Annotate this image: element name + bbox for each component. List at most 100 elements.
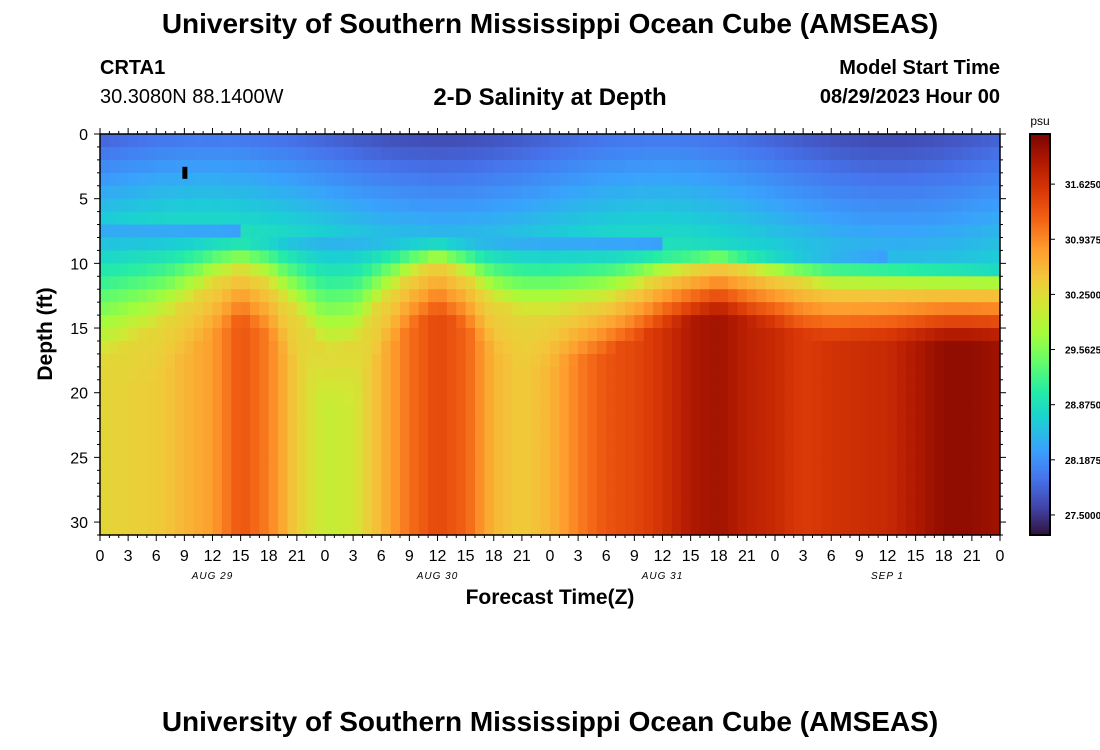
heatmap-cell <box>578 250 589 264</box>
heatmap-cell <box>456 405 467 420</box>
heatmap-cell <box>653 444 664 458</box>
heatmap-cell <box>606 134 617 148</box>
heatmap-cell <box>118 224 129 239</box>
heatmap-cell <box>118 340 129 355</box>
heatmap-cell <box>315 496 326 510</box>
heatmap-cell <box>634 172 645 187</box>
heatmap-cell <box>606 159 617 174</box>
heatmap-cell <box>587 392 598 407</box>
heatmap-cell <box>381 263 392 277</box>
heatmap-cell <box>128 470 139 484</box>
heatmap-cell <box>371 405 382 420</box>
heatmap-cell <box>390 263 401 277</box>
heatmap-cell <box>859 185 870 200</box>
heatmap-cell <box>137 159 148 174</box>
heatmap-cell <box>278 353 289 368</box>
heatmap-cell <box>521 457 532 471</box>
heatmap-cell <box>793 276 804 290</box>
heatmap-cell <box>493 496 504 510</box>
heatmap-cell <box>662 159 673 174</box>
heatmap-cell <box>409 172 420 187</box>
heatmap-cell <box>278 250 289 264</box>
heatmap-cell <box>512 483 523 497</box>
heatmap-cell <box>915 315 926 329</box>
heatmap-cell <box>971 185 982 200</box>
heatmap-cell <box>409 159 420 174</box>
heatmap-cell <box>812 250 823 264</box>
heatmap-cell <box>475 263 485 277</box>
x-tick-label: 21 <box>963 548 981 565</box>
x-tick-label: 18 <box>710 548 728 565</box>
heatmap-cell <box>250 392 260 407</box>
heatmap-cell <box>531 159 542 174</box>
heatmap-cell <box>503 496 514 510</box>
heatmap-cell <box>437 237 448 252</box>
heatmap-cell <box>146 366 157 381</box>
heatmap-cell <box>100 483 110 497</box>
heatmap-cell <box>100 134 110 148</box>
heatmap-cell <box>681 405 692 420</box>
heatmap-cell <box>615 340 626 355</box>
heatmap-cell <box>868 418 879 433</box>
heatmap-cell <box>643 211 654 226</box>
heatmap-cell <box>165 185 176 200</box>
heatmap-cell <box>775 211 785 226</box>
heatmap-cell <box>390 483 401 497</box>
heatmap-cell <box>156 328 167 342</box>
heatmap-cell <box>362 250 373 264</box>
y-tick-label: 0 <box>79 127 88 144</box>
heatmap-cell <box>943 198 954 213</box>
heatmap-cell <box>475 159 485 174</box>
station-coordinates: 30.3080N 88.1400W <box>100 86 284 108</box>
heatmap-cell <box>840 431 851 446</box>
heatmap-cell <box>343 392 354 407</box>
heatmap-cell <box>446 405 457 420</box>
heatmap-cell <box>128 379 139 394</box>
heatmap-cell <box>353 185 364 200</box>
heatmap-cell <box>353 496 364 510</box>
heatmap-cell <box>625 470 635 484</box>
heatmap-cell <box>203 470 214 484</box>
heatmap-cell <box>296 159 307 174</box>
heatmap-cell <box>240 276 251 290</box>
heatmap-cell <box>128 418 139 433</box>
heatmap-cell <box>700 366 710 381</box>
heatmap-cell <box>934 263 945 277</box>
heatmap-cell <box>756 289 767 303</box>
heatmap-cell <box>165 379 176 394</box>
heatmap-cell <box>596 509 607 523</box>
heatmap-cell <box>859 134 870 148</box>
heatmap-cell <box>540 470 551 484</box>
heatmap-cell <box>390 379 401 394</box>
heatmap-cell <box>568 444 579 458</box>
heatmap-cell <box>428 289 439 303</box>
heatmap-cell <box>325 457 335 471</box>
heatmap-cell <box>353 172 364 187</box>
heatmap-cell <box>400 289 410 303</box>
heatmap-cell <box>456 146 467 161</box>
heatmap-cell <box>709 353 720 368</box>
heatmap-cell <box>371 509 382 523</box>
heatmap-cell <box>559 250 570 264</box>
heatmap-cell <box>596 250 607 264</box>
heatmap-cell <box>559 379 570 394</box>
x-tick-label: 12 <box>204 548 222 565</box>
heatmap-cell <box>475 146 485 161</box>
heatmap-cell <box>568 315 579 329</box>
heatmap-cell <box>362 418 373 433</box>
heatmap-cell <box>146 250 157 264</box>
heatmap-cell <box>934 224 945 239</box>
heatmap-cell <box>971 418 982 433</box>
heatmap-cell <box>887 470 898 484</box>
heatmap-cell <box>287 276 298 290</box>
heatmap-cell <box>128 353 139 368</box>
heatmap-cell <box>690 392 701 407</box>
heatmap-cell <box>803 509 814 523</box>
heatmap-cell <box>343 444 354 458</box>
heatmap-cell <box>334 159 345 174</box>
heatmap-cell <box>343 276 354 290</box>
heatmap-cell <box>990 366 1000 381</box>
heatmap-cell <box>840 379 851 394</box>
heatmap-cell <box>362 134 373 148</box>
heatmap-cell <box>906 159 917 174</box>
